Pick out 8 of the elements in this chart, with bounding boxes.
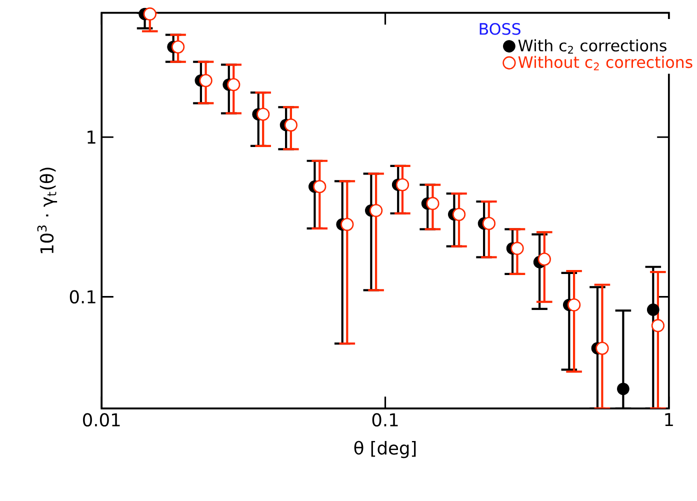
legend-label: With c$_{2}$ corrections — [518, 39, 666, 54]
x-axis-title: θ [deg] — [354, 440, 416, 458]
y-axis-title: 10$^{3}$ · γ$_{t}$(θ) — [37, 168, 58, 254]
legend-title: BOSS — [480, 22, 520, 35]
x-tick-label: 0.01 — [83, 413, 120, 426]
legend-label: Without c$_{2}$ corrections — [518, 56, 692, 70]
x-tick-label: 1 — [665, 412, 673, 426]
x-tick-label: 0.1 — [372, 413, 398, 426]
